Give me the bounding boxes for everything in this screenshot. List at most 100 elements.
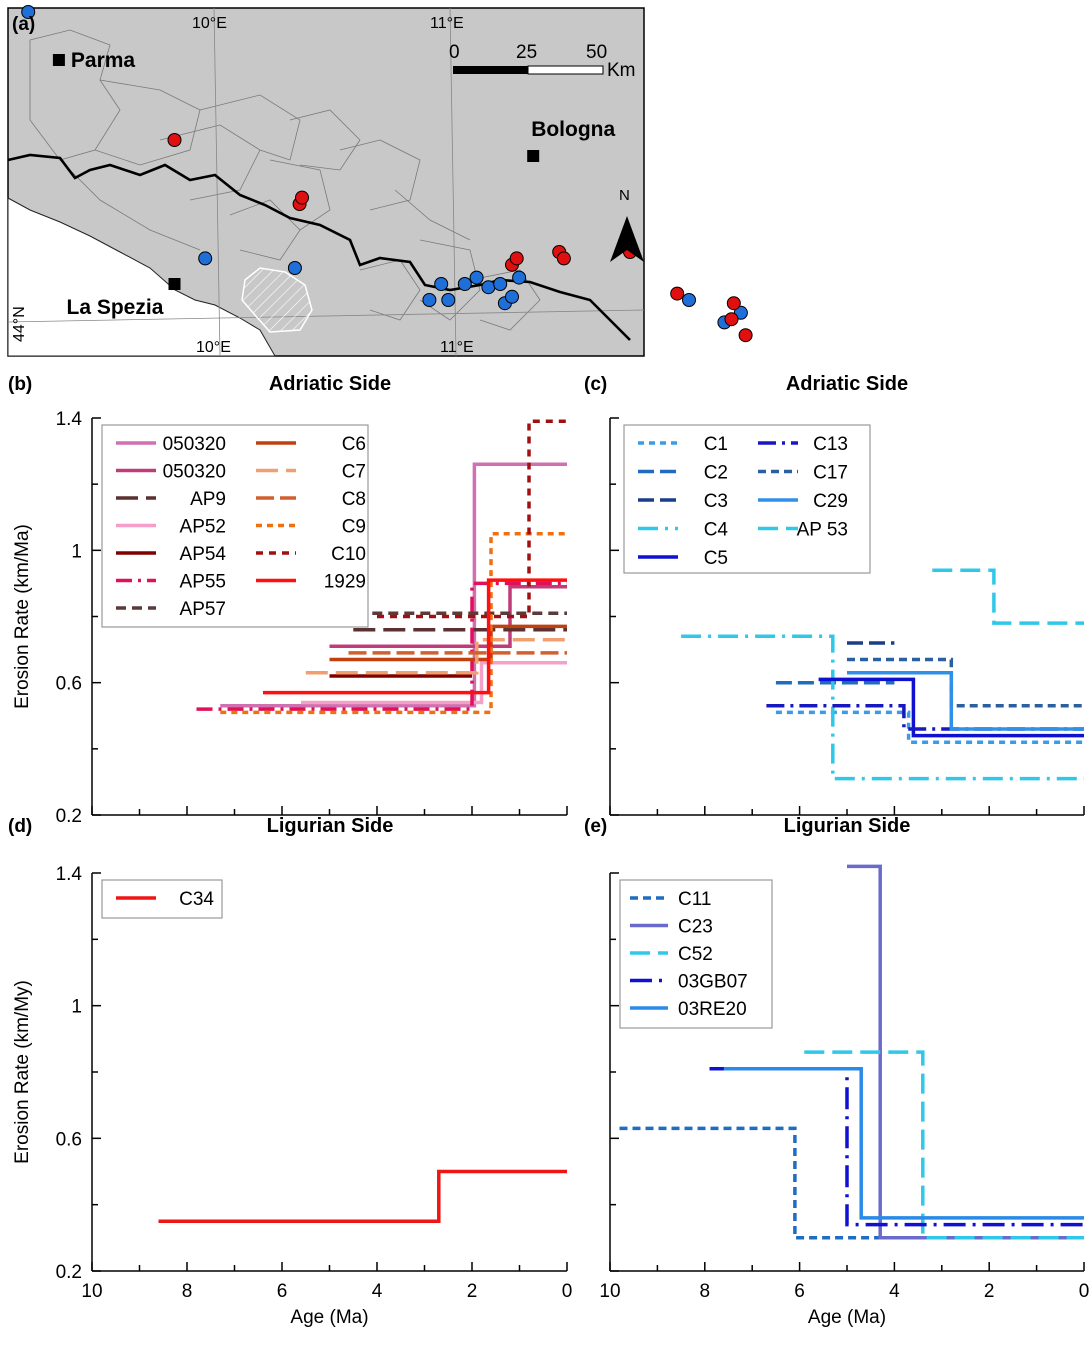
chart-c-series-c29-7 [847,670,1084,731]
charts: Adriatic Side 0.2 0.6 1 1.4 Erosion Rate (km/… [12,373,1089,1328]
chart-e-series-c52-2 [804,1050,1084,1240]
chart-d-xtick-label: 4 [372,1281,383,1302]
chart-c-title: Adriatic Side [786,373,908,395]
chart-d: Ligurian Side 0.2 0.6 1 1.4 10 8 6 4 2 0 Erosion Ra… [12,815,572,1328]
graticule-label-top-10e: 10°E [192,15,227,32]
site-red-11 [738,328,753,343]
chart-b: Adriatic Side 0.2 0.6 1 1.4 Erosion Rate (km/… [12,373,568,827]
chart-e-legend-label: C52 [678,944,713,965]
chart-d-xtick-label: 2 [467,1281,478,1302]
chart-c-series-c5-4 [818,677,1084,738]
chart-e-xtick-label: 6 [794,1281,805,1302]
panel-label-b: (b) [8,374,32,395]
chart-e-xtick-label: 2 [984,1281,995,1302]
chart-b-legend-label: C7 [342,462,366,483]
chart-c-series-c17-6 [847,657,1084,708]
scale-bar: 0 25 50 Km [449,42,636,81]
chart-c: Adriatic Side C1 C2 C3 C4 C5 C13 C17 C29 AP 53 [609,373,1085,816]
scale-tick-25: 25 [516,42,537,63]
chart-b-legend-label: C10 [331,544,366,565]
panel-label-a: (a) [12,14,35,35]
chart-c-legend-label: C17 [813,463,848,484]
map-sea [7,197,276,357]
city-label-1: Bologna [531,118,615,141]
chart-c-legend-label: C29 [813,491,848,512]
site-red-6 [556,251,571,266]
chart-b-series-c6-7 [329,624,567,662]
scale-tick-50: 50 [586,42,607,63]
chart-b-legend-label: AP54 [180,544,227,565]
chart-c-legend-label: C13 [813,434,848,455]
chart-e-legend-label: 03GB07 [678,972,748,993]
scale-unit: Km [607,60,636,81]
site-blue-11 [505,289,519,304]
chart-e-xtick-label: 10 [599,1281,620,1302]
chart-b-legend-label: 1929 [324,572,366,593]
chart-d-legend: C34 [101,879,223,919]
chart-c-legend-label: C1 [704,434,728,455]
chart-b-ytick-label: 1.4 [56,409,83,430]
chart-b-ytick-label: 0.6 [56,674,82,695]
chart-d-legend-label: C34 [179,889,214,910]
chart-e-legend: C11 C23 C52 03GB07 03RE20 [619,879,773,1029]
chart-b-legend-label: 050320 [163,434,226,455]
chart-e-xlabel: Age (Ma) [808,1307,886,1328]
chart-d-ytick-label: 0.2 [56,1262,82,1283]
chart-c-series-ap-53-8 [932,568,1084,625]
site-red-9 [726,296,741,311]
scale-tick-0: 0 [449,42,460,63]
map-panel: Parma Bologna La Spezia 10°E 11°E 10°E 11°… [7,5,753,357]
graticule-label-left-44n: 44°N [11,306,28,342]
chart-e-series-c11-0 [619,1126,1084,1240]
hatched-area [241,267,313,333]
chart-b-title: Adriatic Side [269,373,391,395]
site-blue-3 [422,293,437,307]
chart-c-legend: C1 C2 C3 C4 C5 C13 C17 C29 AP 53 [623,424,871,574]
map-sites [21,5,753,343]
site-blue-6 [457,277,472,291]
chart-b-legend-label: 050320 [163,462,226,483]
chart-d-xtick-label: 6 [277,1281,288,1302]
chart-b-series-c7-8 [305,637,567,675]
chart-e-xtick-label: 4 [889,1281,900,1302]
chart-c-legend-label: AP 53 [797,520,848,541]
city-marker-1 [527,150,540,162]
chart-e-series-03gb07-3 [709,1066,1084,1227]
chart-d-xtick-label: 10 [81,1281,102,1302]
chart-d-xtick-label: 8 [182,1281,193,1302]
chart-c-legend-label: C2 [704,463,728,484]
graticule-label-bottom-11e: 11°E [440,339,474,356]
chart-b-legend-label: AP55 [180,572,226,593]
panel-label-d: (d) [8,816,32,837]
site-blue-13 [682,293,696,307]
north-label: N [619,187,630,204]
city-label-2: La Spezia [67,296,164,319]
site-blue-8 [481,280,496,295]
city-marker-2 [168,278,181,290]
chart-b-ytick-label: 1 [71,541,82,562]
site-blue-4 [434,277,449,291]
chart-b-legend: 050320 050320 AP9 AP52 AP54 AP55 AP57 C6 C7 C8 C9 C… [101,424,369,628]
chart-d-ylabel: Erosion Rate (km/My) [12,980,33,1164]
chart-e-legend-label: 03RE20 [678,999,747,1020]
chart-b-series-1929-12 [263,578,567,695]
site-blue-1 [198,251,213,266]
panel-label-c: (c) [584,374,607,395]
site-red-4 [509,251,524,266]
graticule-label-top-11e: 11°E [430,15,464,32]
site-blue-5 [441,293,456,307]
chart-d-series-c34-0 [158,1169,567,1224]
city-label-0: Parma [71,49,136,72]
chart-e-series-c23-1 [847,864,1084,1240]
chart-d-ytick-label: 1.4 [56,864,83,885]
chart-b-legend-label: AP52 [180,517,226,538]
site-blue-12 [512,270,527,285]
chart-d-ytick-label: 0.6 [56,1129,82,1150]
chart-b-legend-label: C6 [342,434,366,455]
chart-b-ytick-label: 0.2 [56,806,82,827]
chart-d-xlabel: Age (Ma) [290,1307,368,1328]
chart-c-legend-label: C3 [704,491,728,512]
chart-e-legend-label: C23 [678,917,713,938]
site-blue-0 [21,5,36,19]
